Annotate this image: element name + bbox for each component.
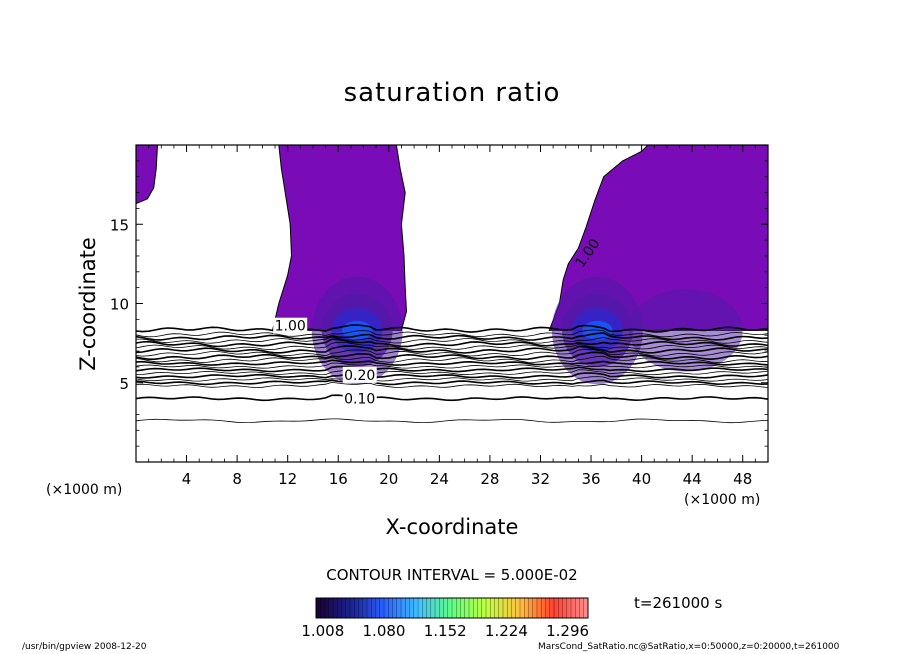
x-tick-label: 28 [480, 470, 499, 488]
x-tick-label: 20 [379, 470, 398, 488]
footer-source: MarsCond_SatRatio.nc@SatRatio,x=0:50000,… [538, 642, 840, 652]
chart-title: saturation ratio [343, 78, 561, 108]
y-axis: 5 10 15 [110, 160, 768, 447]
contour-0.45 [136, 362, 768, 369]
contour-interval-label: CONTOUR INTERVAL = 5.000E-02 [326, 566, 578, 584]
plume-corner [136, 145, 159, 205]
x-axis-label: X-coordinate [385, 515, 519, 539]
x-tick-label: 36 [581, 470, 600, 488]
y-tick-label: 15 [110, 216, 129, 234]
x-tick-label: 32 [531, 470, 550, 488]
contour-0.80 [136, 338, 768, 348]
contour-0.75 [136, 341, 768, 351]
colorbar-tick-label: 1.080 [363, 622, 406, 640]
x-tick-label: 8 [232, 470, 242, 488]
contour-0.60 [136, 351, 768, 361]
colorbar-tick-label: 1.296 [546, 622, 589, 640]
contour-lines [136, 324, 768, 424]
contour-0.95 [136, 329, 768, 338]
contour-0.15 [136, 381, 768, 388]
svg-text:0.20: 0.20 [344, 368, 375, 384]
contour-label-1: 0.10 [342, 390, 377, 408]
contour-0.90 [136, 332, 768, 341]
svg-text:1.00: 1.00 [275, 319, 306, 335]
x-tick-label: 40 [632, 470, 651, 488]
contour-0.25 [136, 376, 768, 382]
colorbar-tick-label: 1.152 [424, 622, 467, 640]
contour-0.70 [136, 345, 768, 354]
contour-0.55 [136, 355, 768, 364]
contour-0.35 [136, 369, 768, 376]
colorbar-tick-label: 1.008 [301, 622, 344, 640]
colorbar: 1.008 1.080 1.152 1.224 1.296 [301, 597, 589, 640]
x-axis: 4 8 12 16 20 24 28 32 36 40 44 48 [148, 145, 769, 488]
contour-0.40 [136, 365, 768, 373]
contour-1.00 [136, 324, 768, 333]
contour-0.05 [136, 418, 768, 424]
contour-label-3: 1.00 [273, 317, 308, 335]
contour-0.30 [136, 372, 768, 379]
contour-0.50 [136, 359, 768, 366]
y-tick-label: 10 [110, 296, 129, 314]
contour-0.20 [136, 379, 768, 386]
y-axis-unit: (×1000 m) [46, 482, 123, 498]
contour-0.65 [136, 348, 768, 357]
svg-text:0.10: 0.10 [344, 392, 375, 408]
x-tick-label: 44 [683, 470, 702, 488]
x-tick-label: 16 [329, 470, 348, 488]
x-tick-label: 4 [182, 470, 192, 488]
footer-program: /usr/bin/gpview 2008-12-20 [22, 642, 147, 652]
colorbar-tick-label: 1.224 [485, 622, 528, 640]
x-tick-label: 12 [278, 470, 297, 488]
time-label: t=261000 s [634, 594, 723, 612]
contour-0.10 [136, 394, 768, 402]
x-axis-unit: (×1000 m) [684, 492, 761, 508]
contour-labels: 0.100.201.001.00 [273, 236, 604, 408]
contour-label-2: 0.20 [342, 366, 377, 384]
y-axis-label: Z-coordinate [76, 237, 100, 371]
x-tick-label: 24 [430, 470, 449, 488]
y-tick-label: 5 [119, 375, 129, 393]
plume-2-east-shade [628, 289, 743, 372]
contour-0.85 [136, 336, 768, 344]
x-tick-label: 48 [733, 470, 752, 488]
